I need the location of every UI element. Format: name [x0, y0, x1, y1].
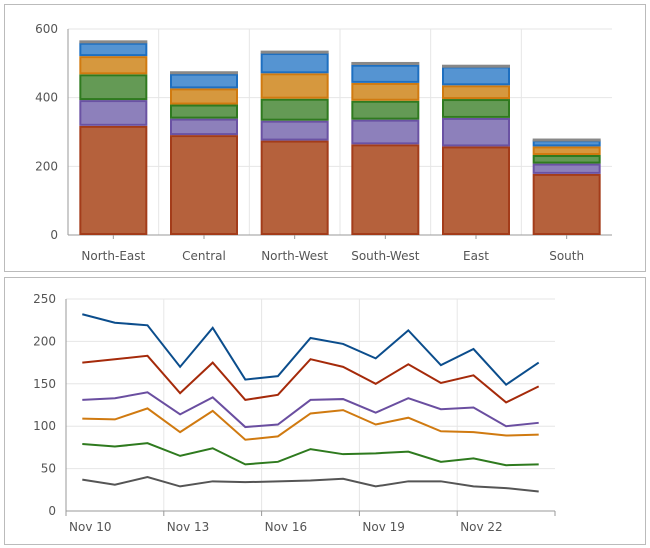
x-tick-label: South-West: [351, 249, 420, 263]
bar-segment: [442, 117, 510, 147]
y-tick-label: 150: [33, 377, 56, 391]
x-tick-label: Nov 16: [265, 520, 308, 534]
bar-segment: [532, 146, 601, 156]
bar-segment: [260, 98, 329, 121]
bar-segment: [79, 40, 148, 44]
stacked-bar-chart-panel: 0 200 400 600 North-East Central North-West Sou…: [4, 4, 646, 272]
x-tick-label: Nov 13: [167, 520, 210, 534]
bar-segment: [532, 140, 601, 147]
bar-segment: [532, 173, 601, 236]
bar-segment: [260, 140, 329, 235]
bar-segment: [260, 73, 329, 99]
series-line: [82, 407, 539, 441]
y-tick-label: 250: [33, 292, 56, 306]
y-tick-label: 0: [48, 504, 56, 518]
bar-segment: [532, 138, 601, 142]
bar-segment: [79, 100, 148, 126]
bar-segment: [170, 71, 238, 75]
y-tick-label: 400: [35, 91, 58, 105]
line-chart: 0 50 100 150 200 250 Nov 10 Nov 13 Nov 16 Nov 19 N…: [33, 292, 556, 534]
bar-segment: [442, 99, 510, 118]
series-line: [82, 391, 539, 429]
bar-segment: [170, 104, 238, 119]
y-tick-label: 600: [35, 22, 58, 36]
series-line: [82, 476, 539, 493]
bar-segment: [79, 125, 148, 235]
bar-segment: [260, 50, 329, 54]
x-tick-label: Nov 22: [460, 520, 503, 534]
bar-segment: [170, 88, 238, 105]
y-tick-label: 200: [33, 334, 56, 348]
x-tick-label: East: [463, 249, 489, 263]
y-tick-label: 50: [41, 462, 56, 476]
bar-segment: [170, 73, 238, 89]
bar-segment: [442, 66, 510, 86]
y-tick-label: 100: [33, 419, 56, 433]
y-tick-label: 0: [50, 228, 58, 242]
x-tick-label: Nov 19: [362, 520, 405, 534]
bar-segment: [442, 64, 510, 68]
bar-segment: [351, 82, 420, 101]
bar-segment: [351, 61, 420, 65]
bar-segment: [170, 118, 238, 136]
bar-segment: [79, 42, 148, 57]
series-line: [82, 313, 540, 386]
bar-segment: [532, 163, 601, 174]
bar-segment: [351, 119, 420, 145]
series-line: [82, 442, 539, 467]
x-tick-label: South: [549, 249, 584, 263]
bar-segment: [170, 135, 238, 235]
bar-segment: [260, 120, 329, 141]
y-tick-label: 200: [35, 159, 58, 173]
x-tick-label: Central: [182, 249, 226, 263]
x-tick-label: Nov 10: [69, 520, 112, 534]
bar-segment: [260, 53, 329, 74]
bar-segment: [351, 144, 420, 235]
bar-segment: [79, 56, 148, 75]
stacked-bar-chart: 0 200 400 600 North-East Central North-West Sou…: [35, 22, 612, 263]
bar-segment: [351, 100, 420, 120]
bar-segment: [532, 155, 601, 164]
bar-segment: [79, 74, 148, 101]
bar-segment: [351, 64, 420, 83]
bar-segment: [442, 85, 510, 100]
series-line: [82, 354, 540, 404]
line-chart-panel: 0 50 100 150 200 250 Nov 10 Nov 13 Nov 16 Nov 19 N…: [4, 277, 646, 545]
x-tick-label: North-East: [81, 249, 145, 263]
bar-segment: [442, 146, 510, 235]
x-tick-label: North-West: [261, 249, 328, 263]
